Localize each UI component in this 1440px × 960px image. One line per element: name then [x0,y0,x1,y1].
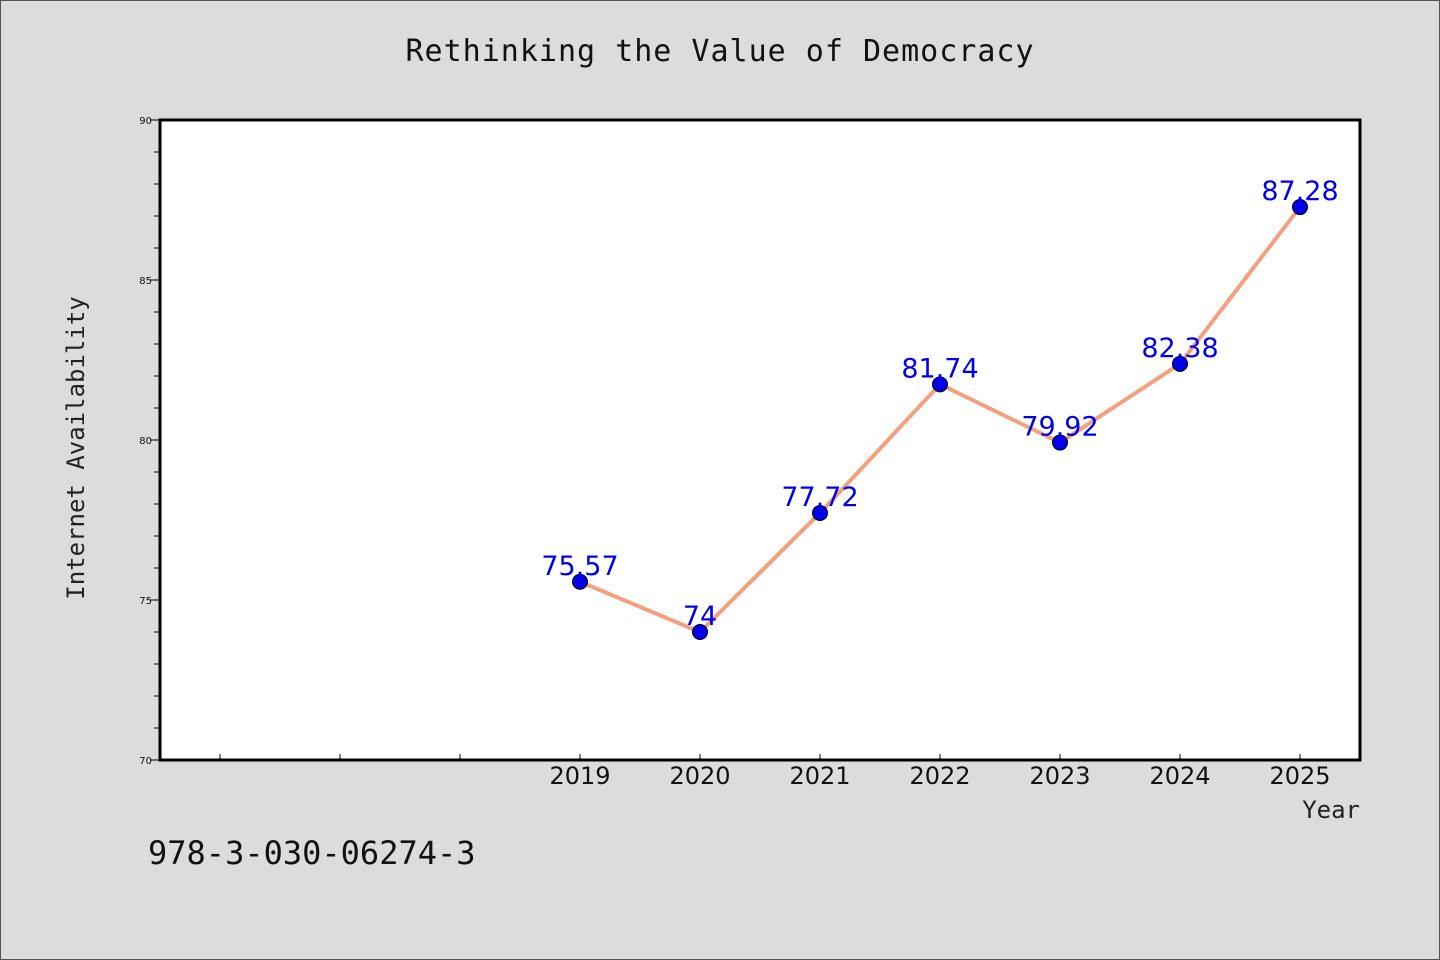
x-tick-label: 2025 [1269,762,1330,790]
data-label: 87.28 [1261,176,1338,207]
data-label: 77.72 [781,482,858,513]
data-point [932,376,948,393]
y-tick-label: 90 [139,116,152,127]
x-tick-label: 2020 [669,762,730,790]
y-tick-label: 85 [139,276,152,287]
isbn-text: 978-3-030-06274-3 [148,834,476,872]
data-point [1172,355,1188,372]
data-label: 75.57 [541,551,618,582]
data-point [692,624,708,640]
x-tick-label: 2024 [1149,762,1210,790]
x-tick-label: 2022 [909,762,970,790]
data-point [1292,199,1308,216]
x-tick-label: 2023 [1029,762,1090,790]
y-tick-label: 80 [139,436,152,447]
x-tick-label: 2019 [549,762,610,790]
plot-area [158,118,1362,762]
data-label: 81.74 [901,353,978,384]
data-point [1052,434,1068,451]
chart-title: Rethinking the Value of Democracy [405,34,1035,69]
data-label: 74 [683,601,717,632]
x-tick-label: 2021 [789,762,850,790]
data-point [812,504,828,521]
y-tick-label: 75 [139,596,152,607]
data-label: 82.38 [1141,333,1218,364]
x-axis-label: Year [1302,796,1360,824]
y-tick-label: 70 [139,756,152,767]
data-point [572,573,588,590]
data-label: 79.92 [1021,412,1098,443]
